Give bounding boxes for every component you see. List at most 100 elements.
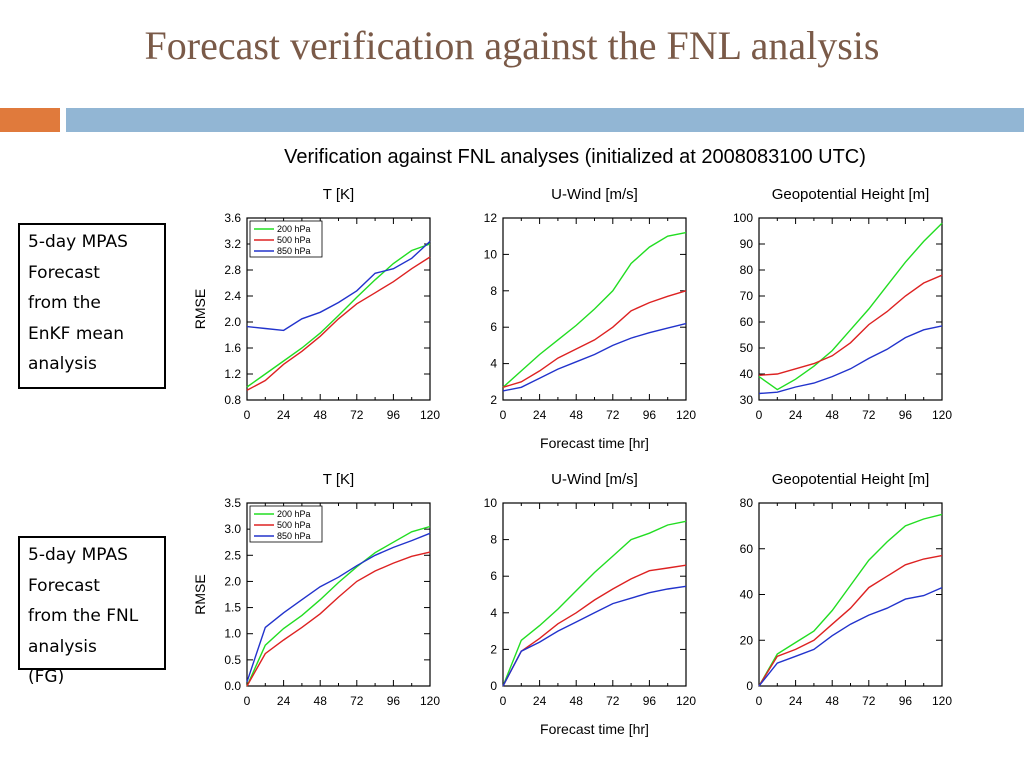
label-box-enkf: 5-day MPAS Forecast from the EnKF mean a… — [18, 223, 166, 389]
series-line — [502, 290, 687, 388]
y-axis-label: RMSE — [192, 574, 208, 614]
legend-entry: 200 hPa — [277, 224, 311, 234]
panel-title: T [K] — [323, 471, 354, 488]
label-box-fnl: 5-day MPAS Forecast from the FNL analysi… — [18, 536, 166, 687]
x-tick-label: 72 — [606, 408, 620, 422]
plot-frame — [758, 502, 943, 687]
legend-entry: 200 hPa — [277, 509, 311, 519]
y-tick-label: 90 — [740, 237, 754, 251]
series-line — [758, 274, 943, 376]
y-tick-label: 0.5 — [224, 653, 241, 667]
y-tick-label: 3.6 — [224, 211, 241, 225]
legend-entry: 500 hPa — [277, 235, 311, 245]
legend-entry: 850 hPa — [277, 531, 311, 541]
series-line — [758, 586, 943, 687]
x-tick-label: 0 — [756, 694, 763, 708]
x-tick-label: 48 — [570, 694, 584, 708]
series-line — [246, 240, 431, 332]
series-line — [758, 554, 943, 687]
slide-title: Forecast verification against the FNL an… — [144, 23, 880, 68]
series-line — [502, 585, 687, 687]
y-tick-label: 80 — [740, 496, 754, 510]
x-tick-label: 120 — [932, 694, 952, 708]
series-line — [758, 222, 943, 391]
y-tick-label: 1.5 — [224, 601, 241, 615]
y-tick-label: 12 — [484, 211, 498, 225]
y-tick-label: 4 — [490, 606, 497, 620]
y-tick-label: 10 — [484, 496, 498, 510]
y-tick-label: 1.2 — [224, 367, 241, 381]
x-tick-label: 72 — [862, 408, 876, 422]
x-tick-label: 48 — [314, 408, 328, 422]
y-tick-label: 40 — [740, 588, 754, 602]
y-tick-label: 3.0 — [224, 522, 241, 536]
y-tick-label: 0 — [490, 679, 497, 693]
y-axis-label: RMSE — [192, 289, 208, 329]
x-tick-label: 96 — [387, 408, 401, 422]
y-tick-label: 30 — [740, 393, 754, 407]
label-line: EnKF mean — [28, 323, 125, 344]
series-line — [246, 551, 431, 687]
panel-title: Geopotential Height [m] — [772, 186, 930, 203]
y-tick-label: 2 — [490, 393, 497, 407]
label-line: from the FNL — [28, 606, 139, 626]
y-tick-label: 20 — [740, 633, 754, 647]
label-line: 5-day MPAS — [28, 232, 128, 252]
title-divider-bar — [66, 108, 1024, 132]
series-line — [502, 322, 687, 392]
y-tick-label: 2.0 — [224, 315, 241, 329]
chart-panel: T [K] 0 24 48 72 96 120 0.0 0.5 1.0 1.5 2.0 2.5 3.0 3.… — [192, 471, 440, 708]
series-line — [758, 513, 943, 687]
x-tick-label: 96 — [899, 694, 913, 708]
x-tick-label: 24 — [533, 408, 547, 422]
x-tick-label: 120 — [420, 408, 440, 422]
label-line: analysis — [28, 636, 97, 657]
series-line — [246, 525, 431, 687]
label-line: (FG) — [28, 667, 65, 687]
y-tick-label: 0.8 — [224, 393, 241, 407]
label-line: analysis — [28, 354, 97, 374]
x-tick-label: 24 — [533, 694, 547, 708]
legend-entry: 850 hPa — [277, 246, 311, 256]
y-tick-label: 3.2 — [224, 237, 241, 251]
x-tick-label: 120 — [932, 408, 952, 422]
y-tick-label: 3.5 — [224, 496, 241, 510]
y-tick-label: 10 — [484, 247, 498, 261]
label-line: Forecast — [28, 575, 100, 596]
x-tick-label: 0 — [500, 408, 507, 422]
y-tick-label: 2.8 — [224, 263, 241, 277]
y-tick-label: 8 — [490, 284, 497, 298]
x-tick-label: 96 — [899, 408, 913, 422]
label-line: from the — [28, 293, 101, 313]
panel-title: U-Wind [m/s] — [551, 186, 638, 203]
x-tick-label: 0 — [500, 694, 507, 708]
x-tick-label: 72 — [606, 694, 620, 708]
series-line — [246, 243, 431, 388]
chart-panel: T [K] 0 24 48 72 96 120 0.8 1.2 1.6 2.0 2.4 2.8 3.2 3.… — [192, 186, 440, 422]
y-tick-label: 0 — [746, 679, 753, 693]
x-tick-label: 0 — [244, 694, 251, 708]
panel-title: U-Wind [m/s] — [551, 471, 638, 488]
y-tick-label: 100 — [733, 211, 753, 225]
x-tick-label: 48 — [570, 408, 584, 422]
plot-frame — [758, 217, 943, 401]
title-accent-bar — [0, 108, 60, 132]
y-tick-label: 2.0 — [224, 574, 241, 588]
series-line — [758, 325, 943, 395]
panel-title: T [K] — [323, 186, 354, 203]
y-tick-label: 1.6 — [224, 341, 241, 355]
x-tick-label: 96 — [643, 408, 657, 422]
y-tick-label: 2.4 — [224, 289, 241, 303]
x-tick-label: 120 — [676, 694, 696, 708]
y-tick-label: 0.0 — [224, 679, 241, 693]
series-line — [502, 520, 687, 687]
x-tick-label: 24 — [277, 408, 291, 422]
x-tick-label: 96 — [643, 694, 657, 708]
y-tick-label: 2.5 — [224, 548, 241, 562]
x-tick-label: 0 — [244, 408, 251, 422]
y-tick-label: 50 — [740, 341, 754, 355]
series-line — [502, 231, 687, 388]
chart-panel: Geopotential Height [m] 0 24 48 72 96 120 30 40 5… — [733, 186, 952, 422]
chart-panel: U-Wind [m/s]0 24 48 72 96 12024681012Forecast… — [484, 186, 697, 451]
